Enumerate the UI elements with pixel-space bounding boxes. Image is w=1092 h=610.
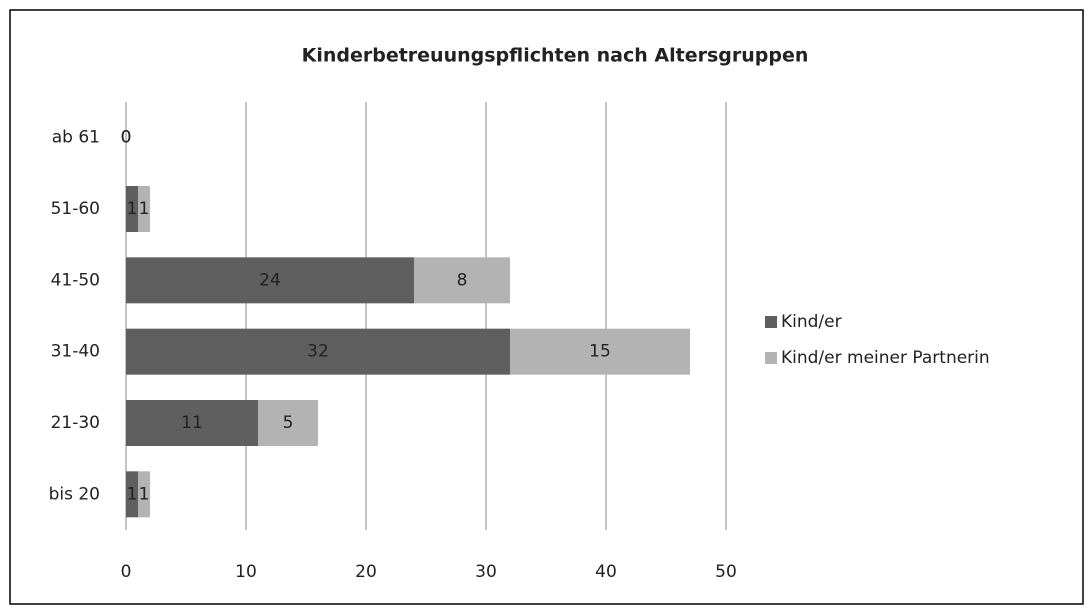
legend-swatch (765, 352, 777, 364)
chart-title: Kinderbetreuungspflichten nach Altersgru… (302, 45, 809, 67)
bar (126, 400, 258, 446)
x-tick-label: 20 (355, 562, 377, 582)
data-label: 0 (121, 128, 132, 148)
data-label: 0 (121, 128, 132, 148)
data-label: 24 (259, 270, 281, 290)
bar (258, 400, 318, 446)
y-tick-label: 21-30 (51, 413, 100, 433)
y-tick-label: 51-60 (51, 199, 100, 219)
data-label: 1 (139, 484, 150, 504)
legend-label: Kind/er (781, 312, 842, 332)
bar (414, 257, 510, 304)
x-tick-label: 50 (715, 562, 737, 582)
bar (138, 186, 150, 232)
legend-label: Kind/er meiner Partnerin (781, 348, 990, 368)
x-tick-label: 30 (475, 562, 497, 582)
chart-frame (9, 9, 1084, 605)
legend-swatch (765, 316, 777, 328)
x-tick-label: 10 (235, 562, 257, 582)
data-label: 32 (307, 342, 329, 362)
data-label: 8 (457, 270, 468, 290)
data-label: 15 (589, 342, 611, 362)
y-tick-label: 31-40 (51, 342, 100, 362)
bar (126, 471, 138, 518)
data-label: 11 (181, 413, 203, 433)
bar (510, 328, 690, 375)
data-label: 1 (127, 199, 138, 219)
data-label: 1 (139, 199, 150, 219)
y-tick-label: 41-50 (51, 270, 100, 290)
y-tick-label: ab 61 (52, 128, 100, 148)
bar (126, 328, 510, 375)
bar (126, 257, 414, 304)
x-tick-label: 0 (121, 562, 132, 582)
data-label: 1 (127, 484, 138, 504)
bar (126, 186, 138, 232)
bar (138, 471, 150, 518)
y-tick-label: bis 20 (49, 484, 100, 504)
x-tick-label: 40 (595, 562, 617, 582)
data-label: 5 (283, 413, 294, 433)
